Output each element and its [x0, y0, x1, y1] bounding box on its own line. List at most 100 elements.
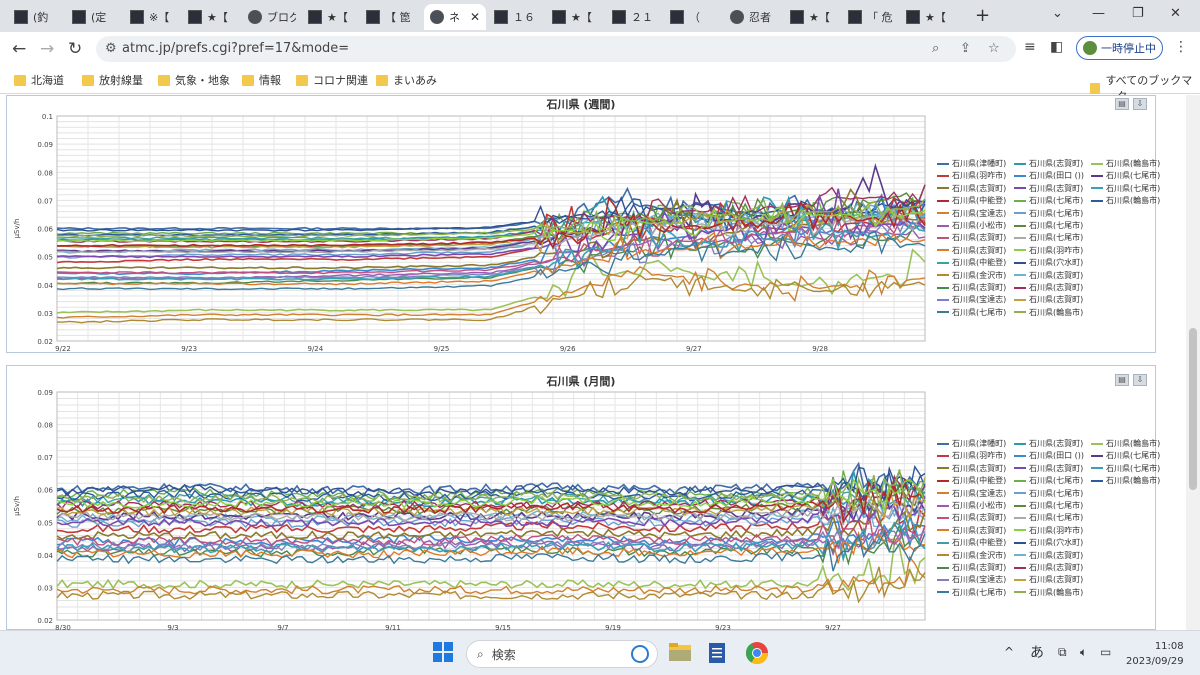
legend-entry[interactable]: 石川県(輪島市) [1091, 195, 1160, 206]
side-panel-icon[interactable]: ◧ [1050, 39, 1064, 55]
volume-icon[interactable]: 🔈︎ [1080, 645, 1088, 659]
legend-entry[interactable]: 石川県(中能登) [937, 257, 1006, 268]
reload-button[interactable]: ↻ [68, 39, 83, 59]
legend-entry[interactable]: 石川県(田口 ()) [1014, 450, 1084, 461]
legend-entry[interactable]: 石川県(七尾市) [1014, 488, 1083, 499]
browser-tab[interactable]: ★【 [784, 4, 838, 30]
browser-tab[interactable]: ★【 [546, 4, 600, 30]
browser-tab[interactable]: ブログ [242, 4, 296, 30]
legend-entry[interactable]: 石川県(羽咋市) [1014, 245, 1083, 256]
legend-entry[interactable]: 石川県(輪島市) [1091, 438, 1160, 449]
legend-entry[interactable]: 石川県(七尾市) [1091, 463, 1160, 474]
legend-entry[interactable]: 石川県(輪島市) [1014, 587, 1083, 598]
legend-entry[interactable]: 石川県(津幡町) [937, 158, 1006, 169]
legend-entry[interactable]: 石川県(志賀町) [1014, 282, 1083, 293]
legend-entry[interactable]: 石川県(志賀町) [1014, 574, 1083, 585]
close-window-button[interactable]: ✕ [1170, 6, 1181, 21]
site-info-icon[interactable]: ⚙ [105, 41, 117, 56]
tray-chevron-icon[interactable]: ^ [1004, 645, 1015, 659]
legend-entry[interactable]: 石川県(志賀町) [1014, 463, 1083, 474]
legend-entry[interactable]: 石川県(七尾市) [1091, 183, 1160, 194]
bookmark-folder[interactable]: 放射線量 [82, 72, 143, 88]
browser-tab[interactable]: ★【 [302, 4, 356, 30]
minimize-button[interactable]: — [1092, 6, 1105, 21]
legend-entry[interactable]: 石川県(小松市) [937, 220, 1006, 231]
bookmark-folder[interactable]: コロナ関連 [296, 72, 368, 88]
legend-entry[interactable]: 石川県(七尾市) [937, 307, 1006, 318]
browser-tab[interactable]: ★【 [900, 4, 954, 30]
legend-entry[interactable]: 石川県(中能登) [937, 475, 1006, 486]
address-bar[interactable]: ⚙ atmc.jp/prefs.cgi?pref=17&mode= ⌕ ⇪ ☆ [96, 36, 1016, 62]
bookmark-star-icon[interactable]: ☆ [988, 41, 1000, 56]
print-icon[interactable]: ▤ [1115, 374, 1129, 386]
legend-entry[interactable]: 石川県(志賀町) [937, 525, 1006, 536]
browser-tab[interactable]: 「 危 [842, 4, 896, 30]
browser-tab[interactable]: 忍者 [724, 4, 778, 30]
bookmark-folder[interactable]: 気象・地象 [158, 72, 230, 88]
close-tab-icon[interactable]: ✕ [469, 10, 480, 24]
legend-entry[interactable]: 石川県(小松市) [937, 500, 1006, 511]
browser-tab[interactable]: (定 [66, 4, 120, 30]
browser-tab[interactable]: １６ [488, 4, 542, 30]
legend-entry[interactable]: 石川県(中能登) [937, 195, 1006, 206]
legend-entry[interactable]: 石川県(志賀町) [937, 463, 1006, 474]
legend-entry[interactable]: 石川県(宝達志) [937, 574, 1006, 585]
legend-entry[interactable]: 石川県(七尾市) [1014, 475, 1083, 486]
browser-tab[interactable]: ※【 [124, 4, 178, 30]
legend-entry[interactable]: 石川県(宝達志) [937, 208, 1006, 219]
new-tab-button[interactable]: + [975, 5, 991, 26]
menu-icon[interactable]: ⋮ [1174, 39, 1188, 55]
legend-entry[interactable]: 石川県(志賀町) [1014, 550, 1083, 561]
legend-entry[interactable]: 石川県(志賀町) [937, 282, 1006, 293]
browser-tab[interactable]: ネ ✕ [424, 4, 486, 30]
legend-entry[interactable]: 石川県(志賀町) [1014, 270, 1083, 281]
bookmark-folder[interactable]: 情報 [242, 72, 281, 88]
tab-search-icon[interactable]: ⌄ [1052, 6, 1063, 21]
browser-tab[interactable]: ★【 [182, 4, 236, 30]
taskbar-search[interactable]: ⌕ 検索 [466, 640, 658, 668]
legend-entry[interactable]: 石川県(志賀町) [1014, 562, 1083, 573]
legend-entry[interactable]: 石川県(七尾市) [1014, 195, 1083, 206]
network-icon[interactable]: ⧉ [1058, 645, 1067, 659]
legend-entry[interactable]: 石川県(志賀町) [1014, 158, 1083, 169]
legend-entry[interactable]: 石川県(宝達志) [937, 488, 1006, 499]
legend-entry[interactable]: 石川県(七尾市) [1091, 170, 1160, 181]
scrollbar-thumb[interactable] [1189, 328, 1197, 490]
legend-entry[interactable]: 石川県(宝達志) [937, 294, 1006, 305]
legend-entry[interactable]: 石川県(金沢市) [937, 550, 1006, 561]
legend-entry[interactable]: 石川県(志賀町) [937, 232, 1006, 243]
legend-entry[interactable]: 石川県(田口 ()) [1014, 170, 1084, 181]
legend-entry[interactable]: 石川県(金沢市) [937, 270, 1006, 281]
browser-tab[interactable]: 【 箆 [360, 4, 414, 30]
start-button[interactable] [432, 641, 456, 665]
legend-entry[interactable]: 石川県(七尾市) [1014, 232, 1083, 243]
legend-entry[interactable]: 石川県(中能登) [937, 537, 1006, 548]
browser-tab[interactable]: （ [664, 4, 718, 30]
legend-entry[interactable]: 石川県(羽咋市) [937, 170, 1006, 181]
legend-entry[interactable]: 石川県(羽咋市) [1014, 525, 1083, 536]
legend-entry[interactable]: 石川県(志賀町) [1014, 294, 1083, 305]
legend-entry[interactable]: 石川県(志賀町) [937, 562, 1006, 573]
legend-entry[interactable]: 石川県(七尾市) [1014, 512, 1083, 523]
legend-entry[interactable]: 石川県(志賀町) [1014, 183, 1083, 194]
download-icon[interactable]: ⇩ [1133, 374, 1147, 386]
legend-entry[interactable]: 石川県(七尾市) [937, 587, 1006, 598]
zoom-icon[interactable]: ⌕ [932, 41, 940, 56]
profile-pause-button[interactable]: 一時停止中 [1076, 36, 1163, 60]
chrome-icon[interactable] [745, 641, 769, 665]
battery-icon[interactable]: ▭ [1100, 645, 1112, 659]
legend-entry[interactable]: 石川県(津幡町) [937, 438, 1006, 449]
back-button[interactable]: ← [12, 39, 27, 59]
restore-button[interactable]: ❐ [1132, 6, 1144, 21]
legend-entry[interactable]: 石川県(穴水町) [1014, 257, 1083, 268]
legend-entry[interactable]: 石川県(七尾市) [1014, 220, 1083, 231]
legend-entry[interactable]: 石川県(輪島市) [1091, 158, 1160, 169]
legend-entry[interactable]: 石川県(志賀町) [937, 183, 1006, 194]
browser-tab[interactable]: (釣 [8, 4, 62, 30]
legend-entry[interactable]: 石川県(七尾市) [1014, 208, 1083, 219]
system-clock[interactable]: 11:08 2023/09/29 [1126, 639, 1184, 669]
ime-indicator[interactable]: あ [1030, 645, 1044, 661]
reading-list-icon[interactable]: ≡ [1024, 39, 1036, 55]
page-scrollbar[interactable] [1186, 95, 1200, 630]
legend-entry[interactable]: 石川県(志賀町) [937, 512, 1006, 523]
